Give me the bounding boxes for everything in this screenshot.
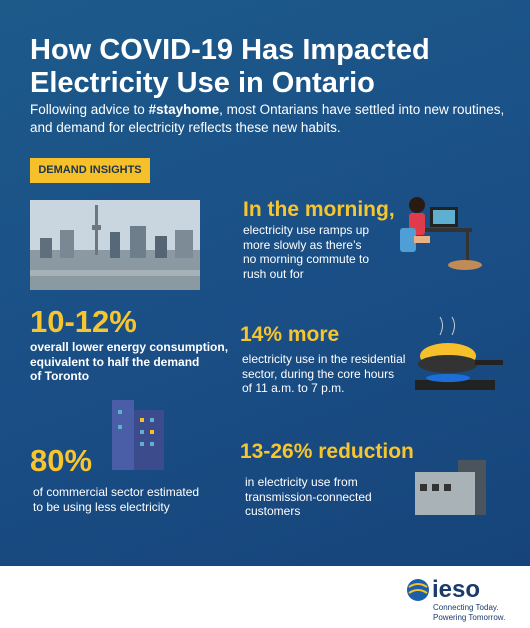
body-line: of Toronto bbox=[30, 369, 90, 383]
body-line: electricity use ramps up bbox=[243, 223, 370, 237]
insight-body: overall lower energy consumption, equival… bbox=[30, 340, 228, 384]
insight-headline: 13-26% reduction bbox=[240, 440, 414, 463]
tagline: Connecting Today. Powering Tomorrow. bbox=[433, 603, 505, 623]
logo-globe bbox=[407, 579, 429, 601]
badge: DEMAND INSIGHTS bbox=[30, 158, 150, 183]
subtitle-text: Following advice to bbox=[30, 102, 149, 117]
illustrations bbox=[30, 197, 503, 515]
body-line: sector, during the core hours bbox=[242, 366, 395, 381]
body-line: more slowly as there’s bbox=[243, 237, 362, 252]
body-line: in electricity use from bbox=[245, 475, 358, 489]
body-line: rush out for bbox=[243, 266, 304, 281]
pan-icon bbox=[415, 316, 503, 390]
insight-headline: 80% bbox=[30, 443, 93, 478]
body-line: overall lower energy consumption, bbox=[30, 340, 229, 354]
body-line: to be using less electricity bbox=[33, 499, 170, 514]
subtitle-text: , most Ontarians have settled into new r… bbox=[30, 102, 505, 135]
title-line: Electricity Use in Ontario bbox=[30, 67, 375, 99]
insight-body: in electricity use from transmission-conn… bbox=[245, 475, 372, 519]
body-line: no morning commute to bbox=[243, 252, 370, 266]
tagline-line: Connecting Today. bbox=[433, 603, 499, 612]
office-building-icon bbox=[112, 400, 164, 470]
factory-icon bbox=[415, 460, 486, 515]
tagline-line: Powering Tomorrow. bbox=[433, 613, 506, 622]
insight-headline: 14% more bbox=[240, 323, 340, 346]
insight-headline: 10-12% bbox=[30, 304, 137, 339]
logo-text: ieso bbox=[432, 576, 481, 603]
body-line: transmission-connected bbox=[245, 489, 372, 504]
insight-body: of commercial sector estimated to be usin… bbox=[33, 485, 199, 514]
body-line: of commercial sector estimated bbox=[33, 485, 200, 499]
body-line: customers bbox=[245, 504, 301, 518]
body-line: of 11 a.m. to 7 p.m. bbox=[242, 381, 345, 395]
person-desk-icon bbox=[400, 197, 482, 270]
insight-body: electricity use ramps up more slowly as t… bbox=[243, 223, 369, 281]
insight-headline: In the morning, bbox=[243, 198, 395, 221]
title: How COVID-19 Has Impacted Electricity Us… bbox=[30, 34, 430, 100]
hashtag: #stayhome bbox=[148, 102, 220, 117]
body-line: equivalent to half the demand bbox=[30, 354, 200, 369]
city-photo bbox=[30, 200, 200, 290]
title-line: How COVID-19 Has Impacted bbox=[30, 34, 430, 66]
body-line: electricity use in the residential bbox=[242, 352, 406, 366]
insight-body: electricity use in the residential sector… bbox=[242, 352, 405, 396]
subtitle: Following advice to #stayhome, most Onta… bbox=[30, 101, 510, 137]
